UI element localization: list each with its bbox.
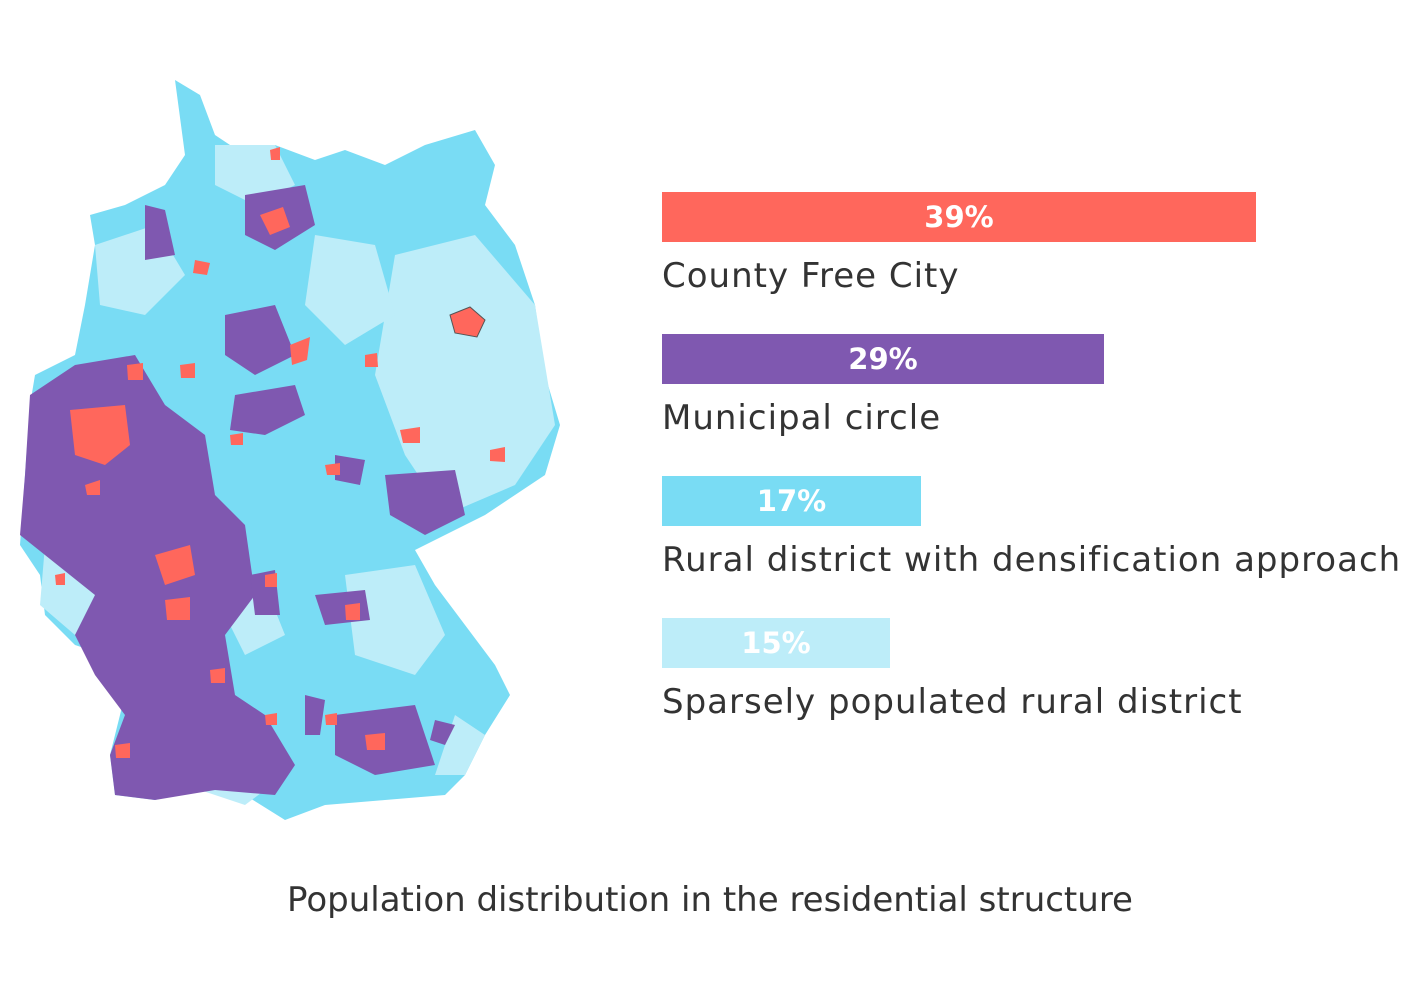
bar-value-label: 29% [848,342,918,376]
bar-1: 39% [662,192,1256,242]
category-label: Sparsely populated rural district [662,682,1243,722]
bar-3: 17% [662,476,921,526]
bar-2: 29% [662,334,1104,384]
map-layer-municipal-circle [20,185,465,800]
bar-value-label: 15% [741,626,811,660]
chart-title: Population distribution in the residenti… [287,880,1133,920]
category-label: County Free City [662,256,960,296]
bar-4: 15% [662,618,890,668]
map-layer-county-free-city [55,147,505,758]
category-label: Municipal circle [662,398,942,438]
bar-value-label: 17% [756,484,827,518]
germany-district-map [20,80,560,820]
category-label: Rural district with densification approa… [662,540,1402,580]
bar-value-label: 39% [924,200,994,234]
